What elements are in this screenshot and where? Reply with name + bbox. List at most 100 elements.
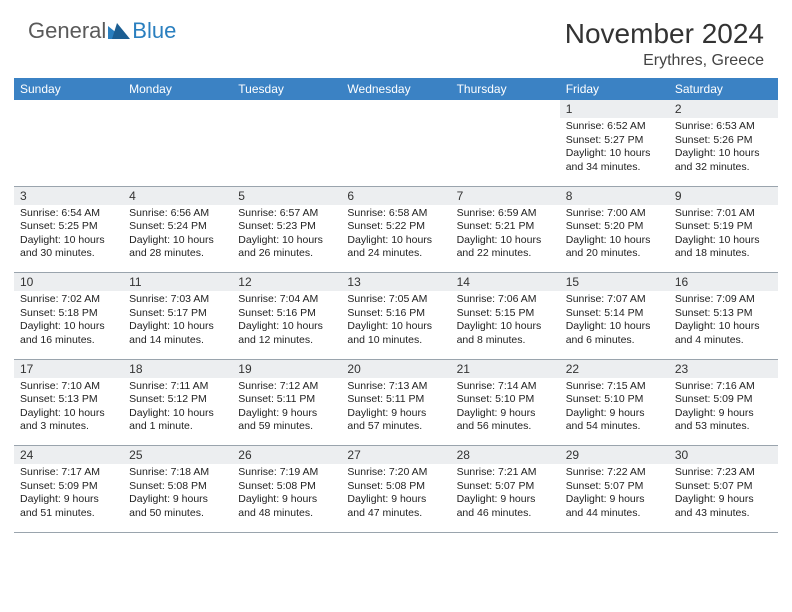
day-content-cell: Sunrise: 7:15 AMSunset: 5:10 PMDaylight:… xyxy=(560,378,669,446)
sunset-text: Sunset: 5:21 PM xyxy=(457,220,554,234)
day-number-cell xyxy=(123,100,232,118)
day-content-cell: Sunrise: 7:12 AMSunset: 5:11 PMDaylight:… xyxy=(232,378,341,446)
sunrise-text: Sunrise: 7:23 AM xyxy=(675,466,772,480)
sunrise-text: Sunrise: 6:52 AM xyxy=(566,120,663,134)
daynum-row: 12 xyxy=(14,100,778,118)
daylight-text: Daylight: 9 hours and 53 minutes. xyxy=(675,407,772,434)
day-number-cell: 25 xyxy=(123,446,232,465)
day-content-cell: Sunrise: 7:07 AMSunset: 5:14 PMDaylight:… xyxy=(560,291,669,359)
sunrise-text: Sunrise: 7:18 AM xyxy=(129,466,226,480)
daylight-text: Daylight: 10 hours and 10 minutes. xyxy=(347,320,444,347)
day-content-cell: Sunrise: 6:59 AMSunset: 5:21 PMDaylight:… xyxy=(451,205,560,273)
day-content-cell: Sunrise: 7:21 AMSunset: 5:07 PMDaylight:… xyxy=(451,464,560,532)
daylight-text: Daylight: 10 hours and 28 minutes. xyxy=(129,234,226,261)
sunrise-text: Sunrise: 7:00 AM xyxy=(566,207,663,221)
day-content-cell xyxy=(232,118,341,186)
sunset-text: Sunset: 5:27 PM xyxy=(566,134,663,148)
header: General Blue November 2024 Erythres, Gre… xyxy=(0,0,792,78)
day-number-cell: 11 xyxy=(123,273,232,292)
sunset-text: Sunset: 5:17 PM xyxy=(129,307,226,321)
sunset-text: Sunset: 5:13 PM xyxy=(675,307,772,321)
day-number-cell: 5 xyxy=(232,186,341,205)
sunrise-text: Sunrise: 7:11 AM xyxy=(129,380,226,394)
sunset-text: Sunset: 5:09 PM xyxy=(20,480,117,494)
weekday-header: Sunday xyxy=(14,78,123,100)
day-content-cell: Sunrise: 6:52 AMSunset: 5:27 PMDaylight:… xyxy=(560,118,669,186)
sunrise-text: Sunrise: 6:57 AM xyxy=(238,207,335,221)
logo: General Blue xyxy=(28,18,176,44)
sunset-text: Sunset: 5:10 PM xyxy=(566,393,663,407)
sunrise-text: Sunrise: 7:20 AM xyxy=(347,466,444,480)
day-content-cell: Sunrise: 7:02 AMSunset: 5:18 PMDaylight:… xyxy=(14,291,123,359)
daylight-text: Daylight: 10 hours and 32 minutes. xyxy=(675,147,772,174)
sunset-text: Sunset: 5:11 PM xyxy=(238,393,335,407)
daylight-text: Daylight: 9 hours and 57 minutes. xyxy=(347,407,444,434)
sunrise-text: Sunrise: 7:05 AM xyxy=(347,293,444,307)
day-content-cell xyxy=(451,118,560,186)
logo-text-general: General xyxy=(28,18,106,44)
content-row: Sunrise: 7:10 AMSunset: 5:13 PMDaylight:… xyxy=(14,378,778,446)
day-content-cell: Sunrise: 7:05 AMSunset: 5:16 PMDaylight:… xyxy=(341,291,450,359)
sunset-text: Sunset: 5:23 PM xyxy=(238,220,335,234)
day-number-cell: 15 xyxy=(560,273,669,292)
daylight-text: Daylight: 10 hours and 34 minutes. xyxy=(566,147,663,174)
day-content-cell: Sunrise: 7:00 AMSunset: 5:20 PMDaylight:… xyxy=(560,205,669,273)
sunset-text: Sunset: 5:26 PM xyxy=(675,134,772,148)
sunrise-text: Sunrise: 7:10 AM xyxy=(20,380,117,394)
day-number-cell: 23 xyxy=(669,359,778,378)
weekday-header: Thursday xyxy=(451,78,560,100)
sunset-text: Sunset: 5:08 PM xyxy=(238,480,335,494)
day-number-cell: 27 xyxy=(341,446,450,465)
day-number-cell: 16 xyxy=(669,273,778,292)
sunrise-text: Sunrise: 6:53 AM xyxy=(675,120,772,134)
day-number-cell xyxy=(341,100,450,118)
sunrise-text: Sunrise: 6:58 AM xyxy=(347,207,444,221)
day-number-cell xyxy=(232,100,341,118)
sunset-text: Sunset: 5:15 PM xyxy=(457,307,554,321)
sunrise-text: Sunrise: 7:22 AM xyxy=(566,466,663,480)
logo-text-blue: Blue xyxy=(132,18,176,44)
daylight-text: Daylight: 9 hours and 46 minutes. xyxy=(457,493,554,520)
daylight-text: Daylight: 9 hours and 56 minutes. xyxy=(457,407,554,434)
weekday-header: Wednesday xyxy=(341,78,450,100)
sunrise-text: Sunrise: 7:04 AM xyxy=(238,293,335,307)
daylight-text: Daylight: 9 hours and 54 minutes. xyxy=(566,407,663,434)
location: Erythres, Greece xyxy=(565,52,764,70)
day-number-cell: 12 xyxy=(232,273,341,292)
day-number-cell: 14 xyxy=(451,273,560,292)
day-content-cell: Sunrise: 7:22 AMSunset: 5:07 PMDaylight:… xyxy=(560,464,669,532)
day-number-cell: 13 xyxy=(341,273,450,292)
content-row: Sunrise: 6:54 AMSunset: 5:25 PMDaylight:… xyxy=(14,205,778,273)
daylight-text: Daylight: 9 hours and 59 minutes. xyxy=(238,407,335,434)
day-content-cell: Sunrise: 7:09 AMSunset: 5:13 PMDaylight:… xyxy=(669,291,778,359)
day-content-cell: Sunrise: 7:03 AMSunset: 5:17 PMDaylight:… xyxy=(123,291,232,359)
day-number-cell xyxy=(14,100,123,118)
daylight-text: Daylight: 10 hours and 4 minutes. xyxy=(675,320,772,347)
sunset-text: Sunset: 5:14 PM xyxy=(566,307,663,321)
triangle-icon xyxy=(108,23,130,39)
daynum-row: 3456789 xyxy=(14,186,778,205)
sunset-text: Sunset: 5:12 PM xyxy=(129,393,226,407)
sunset-text: Sunset: 5:13 PM xyxy=(20,393,117,407)
day-content-cell: Sunrise: 7:10 AMSunset: 5:13 PMDaylight:… xyxy=(14,378,123,446)
sunrise-text: Sunrise: 7:19 AM xyxy=(238,466,335,480)
content-row: Sunrise: 6:52 AMSunset: 5:27 PMDaylight:… xyxy=(14,118,778,186)
sunset-text: Sunset: 5:24 PM xyxy=(129,220,226,234)
daylight-text: Daylight: 10 hours and 14 minutes. xyxy=(129,320,226,347)
day-number-cell: 19 xyxy=(232,359,341,378)
daylight-text: Daylight: 10 hours and 16 minutes. xyxy=(20,320,117,347)
daylight-text: Daylight: 10 hours and 3 minutes. xyxy=(20,407,117,434)
day-number-cell: 18 xyxy=(123,359,232,378)
day-number-cell: 22 xyxy=(560,359,669,378)
day-content-cell: Sunrise: 7:01 AMSunset: 5:19 PMDaylight:… xyxy=(669,205,778,273)
day-number-cell: 21 xyxy=(451,359,560,378)
day-number-cell: 29 xyxy=(560,446,669,465)
daynum-row: 24252627282930 xyxy=(14,446,778,465)
day-number-cell: 28 xyxy=(451,446,560,465)
day-content-cell xyxy=(341,118,450,186)
daylight-text: Daylight: 9 hours and 51 minutes. xyxy=(20,493,117,520)
day-number-cell: 24 xyxy=(14,446,123,465)
sunrise-text: Sunrise: 7:09 AM xyxy=(675,293,772,307)
daylight-text: Daylight: 10 hours and 30 minutes. xyxy=(20,234,117,261)
daylight-text: Daylight: 10 hours and 18 minutes. xyxy=(675,234,772,261)
